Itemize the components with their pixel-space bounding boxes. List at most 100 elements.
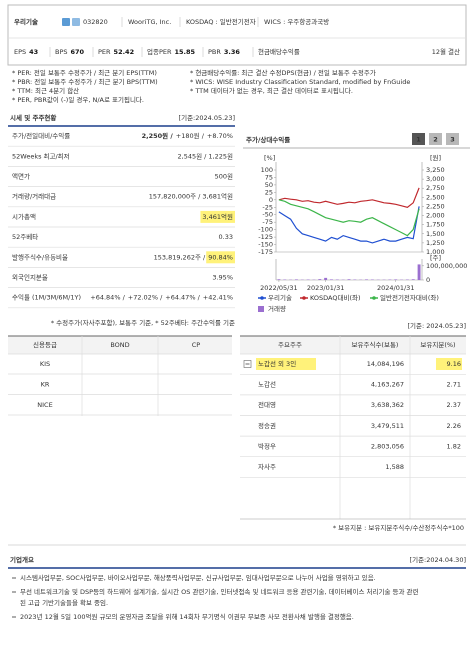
- metric: 업종PER 15.85: [147, 48, 196, 56]
- table-note: * 수정주가(자사주포함), 보통주 기준, * 52주베타: 주간수익률 기준: [51, 318, 235, 327]
- row-value: +72.02% /: [128, 294, 163, 302]
- legend-label: KOSDAQ대비(좌): [310, 293, 361, 302]
- row-label: NICE: [37, 401, 52, 409]
- metric-label: EPS: [14, 48, 26, 56]
- axis-unit: [원]: [430, 153, 441, 162]
- axis-unit: [%]: [264, 154, 275, 162]
- y2-tick-label: 1,000: [426, 248, 445, 256]
- y-tick-label: -75: [262, 218, 273, 226]
- icon: [72, 18, 80, 26]
- y3-tick-label: 0: [426, 276, 430, 284]
- note: * TTM: 최근 4분기 합산: [12, 86, 79, 95]
- stake: 2.71: [447, 381, 461, 389]
- y-tick-label: -125: [258, 233, 273, 241]
- legend-label: 우리기술: [268, 293, 292, 302]
- column-header: 보유주식수(보통): [352, 340, 399, 349]
- legend-label: 거래량: [268, 304, 286, 313]
- row-value: 0.33: [219, 233, 233, 241]
- row-value: +64.84% /: [90, 294, 125, 302]
- row-value: +42.41%: [203, 294, 233, 302]
- metric: PBR 3.36: [208, 48, 240, 56]
- y-tick-label: -25: [262, 203, 273, 211]
- y2-tick-label: 1,750: [426, 221, 445, 229]
- note: * 현금배당수익률: 최근 결산 수정DPS(현금) / 전일 보통주 수정주가: [190, 68, 376, 77]
- highlight: [206, 251, 235, 264]
- highlight: [256, 358, 316, 370]
- metric: PER 52.42: [98, 48, 134, 56]
- row-label: 52Weeks 최고/최저: [12, 151, 70, 160]
- table-header: [240, 336, 466, 354]
- y2-tick-label: 1,500: [426, 230, 445, 238]
- table-header: [8, 336, 232, 354]
- row-value: 500원: [215, 172, 233, 181]
- y-tick-label: 100: [261, 166, 273, 174]
- x-tick-label: 2022/05/31: [260, 284, 297, 292]
- volume-bar: [347, 279, 351, 280]
- shares: 1,588: [385, 463, 404, 471]
- date: [기준: 2024.05.23]: [407, 321, 466, 330]
- row-value: 3,461억원: [202, 212, 233, 221]
- y-tick-label: -50: [262, 211, 273, 219]
- metric: EPS 43: [14, 48, 38, 56]
- row-label: 주가/전일대비/수익률: [12, 131, 70, 140]
- overview-text: 무선 네트워크기술 및 DSP등의 하드웨어 설계기술, 실시간 OS 관련기술…: [20, 587, 419, 596]
- row-label: 시가총액: [12, 212, 36, 221]
- row-label: KIS: [40, 360, 50, 368]
- header-info: KOSDAQ : 일반전기전자: [186, 17, 256, 26]
- y-tick-label: -100: [258, 226, 273, 234]
- row-value: 153,819,262주 /: [154, 253, 206, 261]
- x-tick-label: 2023/01/31: [307, 284, 344, 292]
- y2-tick-label: 2,000: [426, 212, 445, 220]
- shareholder-name: 전대영: [258, 400, 276, 409]
- shares: 3,479,511: [371, 422, 404, 430]
- note: * WICS: WISE Industry Classification Sta…: [190, 78, 410, 86]
- row-value: 3.95%: [212, 274, 233, 282]
- volume-bar: [417, 264, 421, 280]
- date: [기준:2024.04.30]: [410, 555, 466, 564]
- legend-label: 일반전기전자대비(좌): [380, 293, 439, 302]
- note: * PER: 전일 보통주 수정주가 / 최근 분기 EPS(TTM): [12, 68, 157, 77]
- highlight: [200, 210, 235, 223]
- row-value: +180원 /: [176, 131, 205, 140]
- company-name: 우리기술: [14, 17, 38, 26]
- metric-label: PER: [98, 48, 111, 56]
- legend-swatch: [260, 296, 264, 300]
- y2-tick-label: 2,750: [426, 184, 445, 192]
- y3-tick-label: 100,000,000: [426, 262, 467, 270]
- volume-bar: [324, 277, 328, 280]
- shares: 2,803,056: [371, 442, 404, 450]
- series-line: [278, 187, 420, 208]
- tab-button[interactable]: [412, 133, 425, 145]
- tab-label[interactable]: 3: [450, 136, 455, 144]
- series-line: [278, 199, 420, 237]
- tab-label[interactable]: 2: [433, 136, 438, 144]
- shares: 4,163,267: [371, 381, 404, 389]
- overview-text: 된 고급 기반기술들을 확보 중임.: [20, 598, 108, 607]
- shares: 3,638,362: [371, 401, 404, 409]
- column-header: CP: [192, 341, 201, 349]
- row-label: 거래량/거래대금: [12, 192, 56, 201]
- column-header: 주요주주: [278, 341, 302, 349]
- tab-button[interactable]: [446, 133, 459, 145]
- metric: 현금배당수익률: [258, 47, 300, 56]
- y-tick-label: -150: [258, 241, 273, 249]
- tab-label[interactable]: 1: [416, 136, 421, 144]
- row-label: 외국인지분율: [12, 273, 48, 282]
- y2-tick-label: 2,500: [426, 193, 445, 201]
- note: * TTM 데이터가 없는 경우, 최근 결산 데이터로 표시됩니다.: [190, 86, 353, 95]
- volume-bar: [394, 279, 398, 280]
- volume-bar: [294, 279, 298, 280]
- metric-value: 15.85: [175, 48, 196, 56]
- row-label: 액면가: [12, 172, 30, 181]
- overview-text: 2023년 12월 5일 100억원 규모의 운영자금 조달을 위해 14회차 …: [20, 612, 354, 621]
- note: * PBR: 전일 보통주 수정주가 / 최근 분기 BPS(TTM): [12, 77, 158, 86]
- row-value: 90.84%: [208, 253, 233, 261]
- x-tick-label: 2024/01/31: [377, 284, 414, 292]
- metric-label: PBR: [208, 48, 221, 56]
- volume-bar: [365, 279, 368, 280]
- row-label: 수익률 (1M/3M/6M/1Y): [12, 294, 81, 302]
- row-label: 발행주식수/유동비율: [12, 252, 68, 261]
- tab-button[interactable]: [429, 133, 442, 145]
- column-header: 보유지분(%): [420, 340, 455, 349]
